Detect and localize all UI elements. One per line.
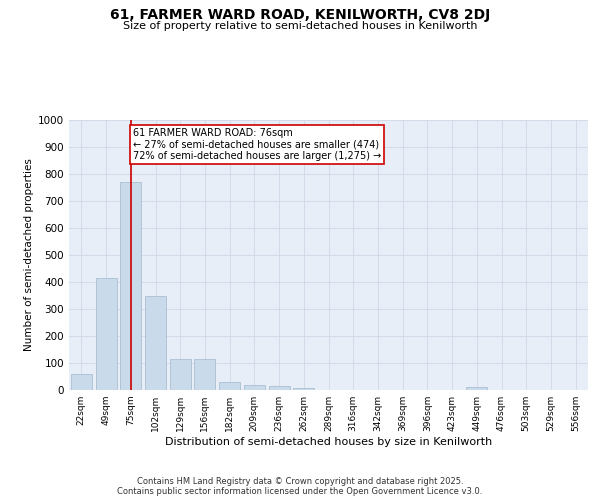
Bar: [95, 278, 116, 390]
Bar: [244, 384, 265, 390]
Bar: [71, 374, 92, 390]
Bar: [145, 296, 166, 390]
Bar: [170, 359, 191, 390]
Bar: [120, 182, 141, 390]
Bar: [219, 382, 240, 390]
Bar: [269, 386, 290, 390]
Text: Size of property relative to semi-detached houses in Kenilworth: Size of property relative to semi-detach…: [123, 21, 477, 31]
Text: Contains HM Land Registry data © Crown copyright and database right 2025.
Contai: Contains HM Land Registry data © Crown c…: [118, 476, 482, 496]
Bar: [466, 388, 487, 390]
X-axis label: Distribution of semi-detached houses by size in Kenilworth: Distribution of semi-detached houses by …: [165, 437, 492, 447]
Y-axis label: Number of semi-detached properties: Number of semi-detached properties: [24, 158, 34, 352]
Text: 61, FARMER WARD ROAD, KENILWORTH, CV8 2DJ: 61, FARMER WARD ROAD, KENILWORTH, CV8 2D…: [110, 8, 490, 22]
Bar: [194, 359, 215, 390]
Text: 61 FARMER WARD ROAD: 76sqm
← 27% of semi-detached houses are smaller (474)
72% o: 61 FARMER WARD ROAD: 76sqm ← 27% of semi…: [133, 128, 382, 162]
Bar: [293, 388, 314, 390]
